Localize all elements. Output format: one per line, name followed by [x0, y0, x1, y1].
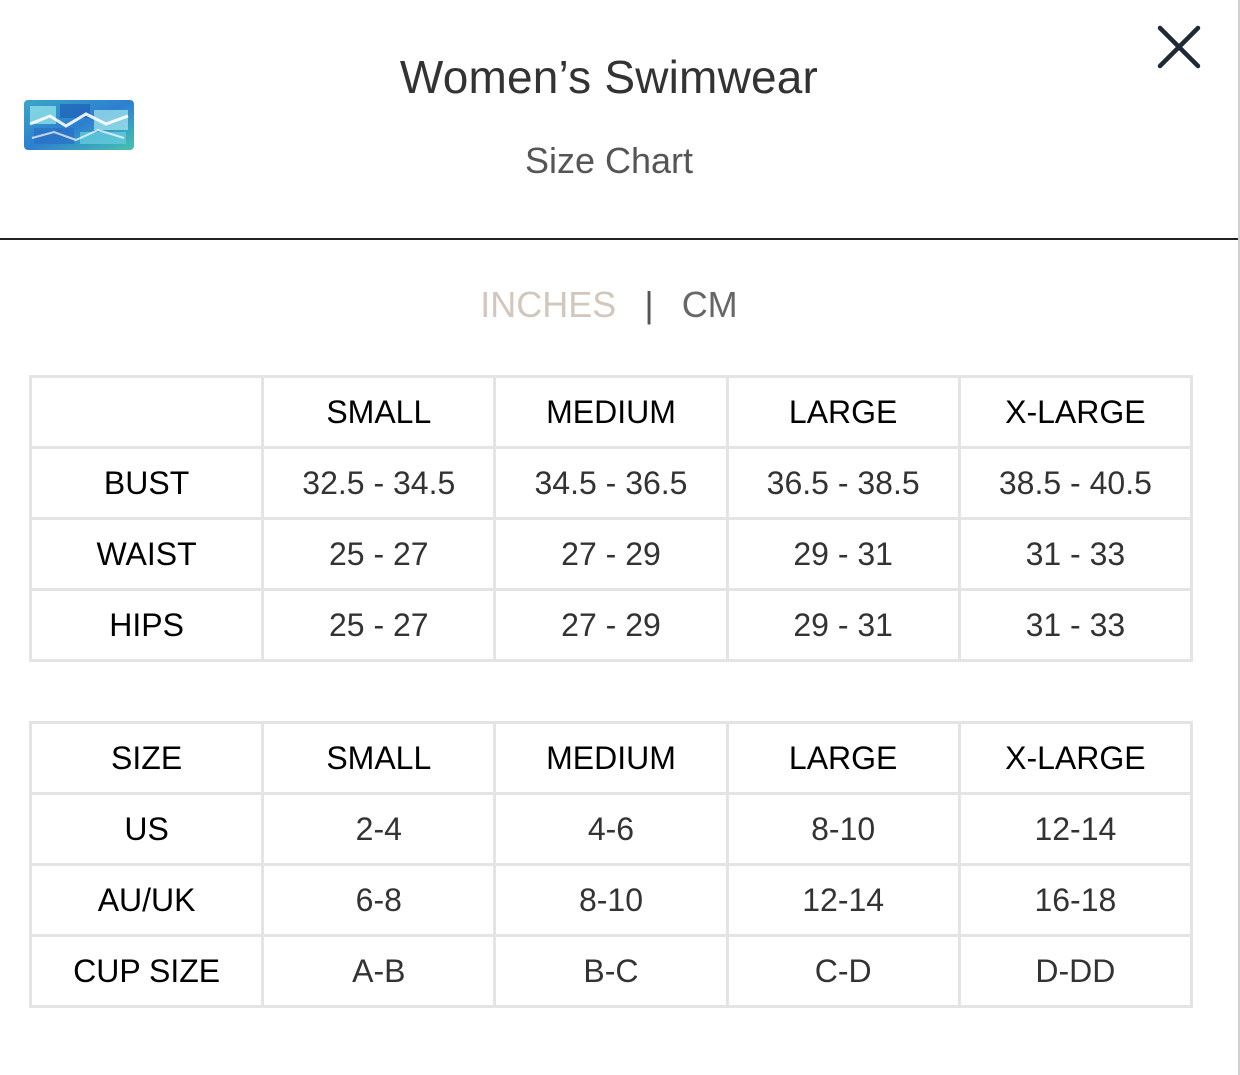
table-cell: 31 - 33: [957, 588, 1194, 662]
header-cell: LARGE: [725, 375, 961, 449]
header-cell: MEDIUM: [493, 375, 729, 449]
modal-header: Women’s Swimwear Size Chart: [0, 0, 1238, 240]
page-title: Women’s Swimwear: [399, 51, 819, 103]
table-row: WAIST 25 - 27 27 - 29 29 - 31 31 - 33: [28, 517, 1194, 591]
table-cell: C-D: [725, 934, 961, 1008]
table-cell: D-DD: [957, 934, 1194, 1008]
row-label: AU/UK: [28, 863, 265, 937]
table-cell: 32.5 - 34.5: [261, 446, 497, 520]
header-cell: SIZE: [28, 721, 265, 795]
table-row: US 2-4 4-6 8-10 12-14: [28, 792, 1194, 866]
header-cell: X-LARGE: [957, 375, 1194, 449]
header-cell: SMALL: [261, 721, 497, 795]
unit-cm-button[interactable]: CM: [681, 284, 738, 325]
table-cell: 29 - 31: [725, 517, 961, 591]
unit-toggle: INCHES | CM: [0, 284, 1218, 326]
table-row: BUST 32.5 - 34.5 34.5 - 36.5 36.5 - 38.5…: [28, 446, 1194, 520]
table-cell: 16-18: [957, 863, 1194, 937]
brand-logo-icon: [24, 100, 134, 150]
table-row: HIPS 25 - 27 27 - 29 29 - 31 31 - 33: [28, 588, 1194, 662]
header-cell: SMALL: [261, 375, 497, 449]
table-cell: 29 - 31: [725, 588, 961, 662]
row-label: US: [28, 792, 265, 866]
table-cell: 8-10: [725, 792, 961, 866]
table-cell: 31 - 33: [957, 517, 1194, 591]
table-cell: 25 - 27: [261, 588, 497, 662]
table-cell: 36.5 - 38.5: [725, 446, 961, 520]
table-row: AU/UK 6-8 8-10 12-14 16-18: [28, 863, 1194, 937]
size-conversion-table: SIZE SMALL MEDIUM LARGE X-LARGE US 2-4 4…: [28, 721, 1194, 1008]
table-cell: 27 - 29: [493, 588, 729, 662]
unit-inches-button[interactable]: INCHES: [480, 284, 617, 325]
header-cell: LARGE: [725, 721, 961, 795]
table-cell: 6-8: [261, 863, 497, 937]
header-cell: MEDIUM: [493, 721, 729, 795]
table-row: CUP SIZE A-B B-C C-D D-DD: [28, 934, 1194, 1008]
header-cell: X-LARGE: [957, 721, 1194, 795]
modal-edge: [1238, 0, 1240, 1075]
table-cell: 8-10: [493, 863, 729, 937]
table-cell: 12-14: [725, 863, 961, 937]
table-cell: 38.5 - 40.5: [957, 446, 1194, 520]
unit-separator: |: [644, 284, 654, 325]
table-cell: 4-6: [493, 792, 729, 866]
table-cell: 2-4: [261, 792, 497, 866]
row-label: BUST: [28, 446, 265, 520]
measurements-table: SMALL MEDIUM LARGE X-LARGE BUST 32.5 - 3…: [28, 375, 1194, 662]
table-cell: 27 - 29: [493, 517, 729, 591]
row-label: WAIST: [28, 517, 265, 591]
table-cell: B-C: [493, 934, 729, 1008]
table-cell: 12-14: [957, 792, 1194, 866]
header-cell: [28, 375, 265, 449]
page-subtitle: Size Chart: [524, 140, 694, 181]
table-cell: A-B: [261, 934, 497, 1008]
table-header-row: SMALL MEDIUM LARGE X-LARGE: [28, 375, 1194, 449]
close-icon[interactable]: [1154, 22, 1204, 72]
table-header-row: SIZE SMALL MEDIUM LARGE X-LARGE: [28, 721, 1194, 795]
row-label: CUP SIZE: [28, 934, 265, 1008]
table-cell: 34.5 - 36.5: [493, 446, 729, 520]
table-cell: 25 - 27: [261, 517, 497, 591]
row-label: HIPS: [28, 588, 265, 662]
